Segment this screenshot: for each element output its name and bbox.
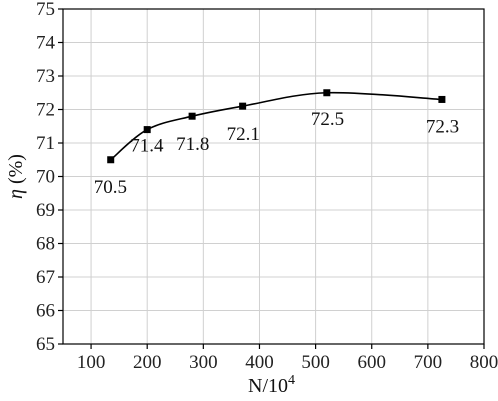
y-axis-title: η (%)	[5, 154, 27, 199]
data-point-marker	[107, 156, 115, 164]
x-tick-label: 100	[77, 352, 106, 373]
x-axis-title: N/104	[248, 373, 295, 397]
x-tick-label: 700	[414, 352, 443, 373]
data-label: 71.8	[176, 134, 209, 155]
y-tick-label: 71	[36, 133, 55, 154]
y-tick-label: 75	[36, 0, 55, 20]
data-point-marker	[323, 89, 331, 97]
data-label: 72.1	[227, 124, 260, 145]
data-markers	[107, 89, 446, 164]
x-tick-label: 600	[357, 352, 386, 373]
data-label: 72.5	[311, 109, 344, 130]
y-tick-label: 72	[36, 100, 55, 121]
y-tick-label: 70	[36, 167, 55, 188]
data-point-marker	[438, 95, 446, 103]
data-point-marker	[143, 126, 151, 134]
y-tick-label: 73	[36, 66, 55, 87]
data-label: 72.3	[426, 116, 459, 137]
y-tick-label: 65	[36, 334, 55, 355]
y-axis-ticks: 65 66 67 68 69 70 71 72 73 74 75	[36, 0, 63, 355]
y-tick-label: 74	[36, 33, 56, 54]
y-tick-label: 66	[36, 301, 55, 322]
x-axis-title-superscript: 4	[288, 373, 295, 388]
x-tick-label: 200	[133, 352, 162, 373]
y-axis-title-symbol: η	[5, 189, 27, 199]
data-label: 70.5	[94, 177, 127, 198]
x-axis-ticks: 100 200 300 400 500 600 700 800	[77, 344, 498, 373]
x-tick-label: 800	[470, 352, 498, 373]
data-point-marker	[188, 112, 196, 120]
data-label: 71.4	[130, 136, 164, 157]
x-tick-label: 300	[189, 352, 218, 373]
y-axis-title-unit: (%)	[5, 154, 27, 189]
x-axis-title-main: N/10	[248, 375, 288, 397]
x-tick-label: 400	[245, 352, 274, 373]
x-tick-label: 500	[301, 352, 330, 373]
y-tick-label: 69	[36, 200, 55, 221]
grid-lines	[63, 8, 485, 345]
y-tick-label: 67	[36, 267, 55, 288]
data-point-marker	[239, 102, 247, 110]
data-labels: 70.571.4 71.8 72.1 72.5 72.3	[94, 109, 459, 198]
y-tick-label: 68	[36, 234, 55, 255]
